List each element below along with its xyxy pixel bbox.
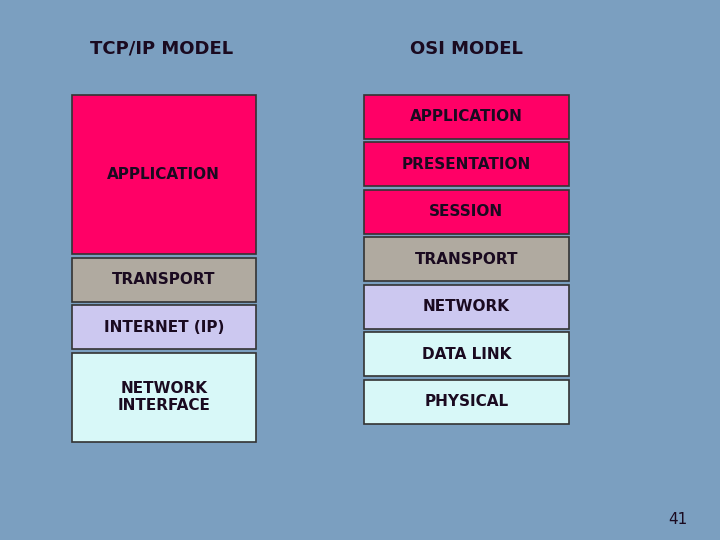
Text: PRESENTATION: PRESENTATION xyxy=(402,157,531,172)
Text: NETWORK
INTERFACE: NETWORK INTERFACE xyxy=(117,381,210,414)
Text: TRANSPORT: TRANSPORT xyxy=(112,272,215,287)
Bar xyxy=(72,258,256,302)
Text: PHYSICAL: PHYSICAL xyxy=(424,394,508,409)
Text: SESSION: SESSION xyxy=(429,204,503,219)
Bar xyxy=(364,190,569,234)
Bar xyxy=(364,94,569,139)
Bar xyxy=(364,237,569,281)
Bar xyxy=(364,142,569,186)
Text: NETWORK: NETWORK xyxy=(423,299,510,314)
Text: 41: 41 xyxy=(668,512,688,527)
Text: APPLICATION: APPLICATION xyxy=(107,167,220,181)
Bar xyxy=(364,285,569,329)
Text: DATA LINK: DATA LINK xyxy=(421,347,511,362)
Text: TCP/IP MODEL: TCP/IP MODEL xyxy=(91,39,233,58)
Bar xyxy=(364,332,569,376)
Bar xyxy=(364,380,569,424)
Text: TRANSPORT: TRANSPORT xyxy=(415,252,518,267)
Bar xyxy=(72,353,256,442)
Text: APPLICATION: APPLICATION xyxy=(410,109,523,124)
Bar xyxy=(72,94,256,254)
Text: INTERNET (IP): INTERNET (IP) xyxy=(104,320,224,335)
Bar xyxy=(72,305,256,349)
Text: OSI MODEL: OSI MODEL xyxy=(410,39,523,58)
